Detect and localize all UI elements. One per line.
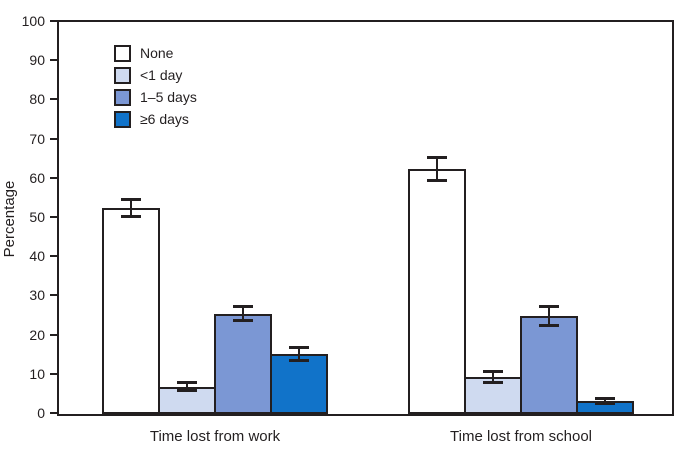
legend-item: ≥6 days [114,108,197,130]
x-category-label: Time lost from work [149,428,281,445]
y-tick-label: 50 [29,209,45,225]
legend-swatch [114,88,131,106]
y-tick-label: 40 [29,248,45,265]
bar [520,316,578,414]
y-tick-label: 10 [29,365,45,382]
y-tick [50,176,57,179]
y-tick [50,412,57,414]
plot-area [57,20,674,416]
legend-label: <1 day [140,67,183,83]
y-tick [50,20,57,22]
error-bar [121,198,141,218]
bar [214,314,272,414]
legend-item: <1 day [114,64,197,86]
legend-item: None [114,42,197,64]
error-bar-stem [436,159,438,179]
error-bar-stem [242,308,244,319]
legend-swatch [114,66,131,84]
y-tick-label: 100 [21,13,45,29]
error-bar-stem [130,201,132,215]
y-tick-label: 90 [29,52,45,69]
error-bar [289,346,309,362]
error-bar-stem [298,349,300,359]
bar [270,354,328,414]
error-bar-stem [492,373,494,381]
bar [102,208,160,414]
y-tick [50,216,57,218]
error-bar [539,305,559,327]
legend-label: ≥6 days [140,111,189,127]
error-bar-stem [604,400,606,402]
error-bar-stem [186,384,188,389]
y-tick [50,59,57,62]
x-category-label: Time lost from school [450,428,592,445]
legend-label: None [140,45,174,61]
error-bar [177,381,197,392]
y-tick [50,372,57,375]
y-tick [50,137,57,140]
bar [408,169,466,414]
y-tick-label: 0 [37,405,45,421]
y-tick [50,98,57,101]
error-bar-stem [548,308,550,324]
legend-label: 1–5 days [140,89,197,105]
error-bar [427,156,447,182]
error-bar [595,397,615,405]
y-tick-label: 80 [29,91,45,108]
legend-item: 1–5 days [114,86,197,108]
y-tick-label: 30 [29,287,45,304]
y-tick [50,255,57,258]
y-tick [50,333,57,336]
legend-swatch [114,110,131,128]
y-tick-label: 60 [29,169,45,186]
y-tick-label: 20 [29,326,45,343]
legend: None <1 day 1–5 days ≥6 days [114,42,197,130]
legend-swatch [114,44,131,62]
error-bar [233,305,253,322]
y-tick-label: 70 [29,130,45,147]
y-tick [50,294,57,297]
error-bar [483,370,503,384]
